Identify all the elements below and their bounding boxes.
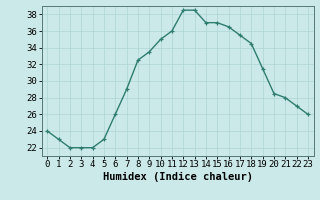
X-axis label: Humidex (Indice chaleur): Humidex (Indice chaleur) [103, 172, 252, 182]
